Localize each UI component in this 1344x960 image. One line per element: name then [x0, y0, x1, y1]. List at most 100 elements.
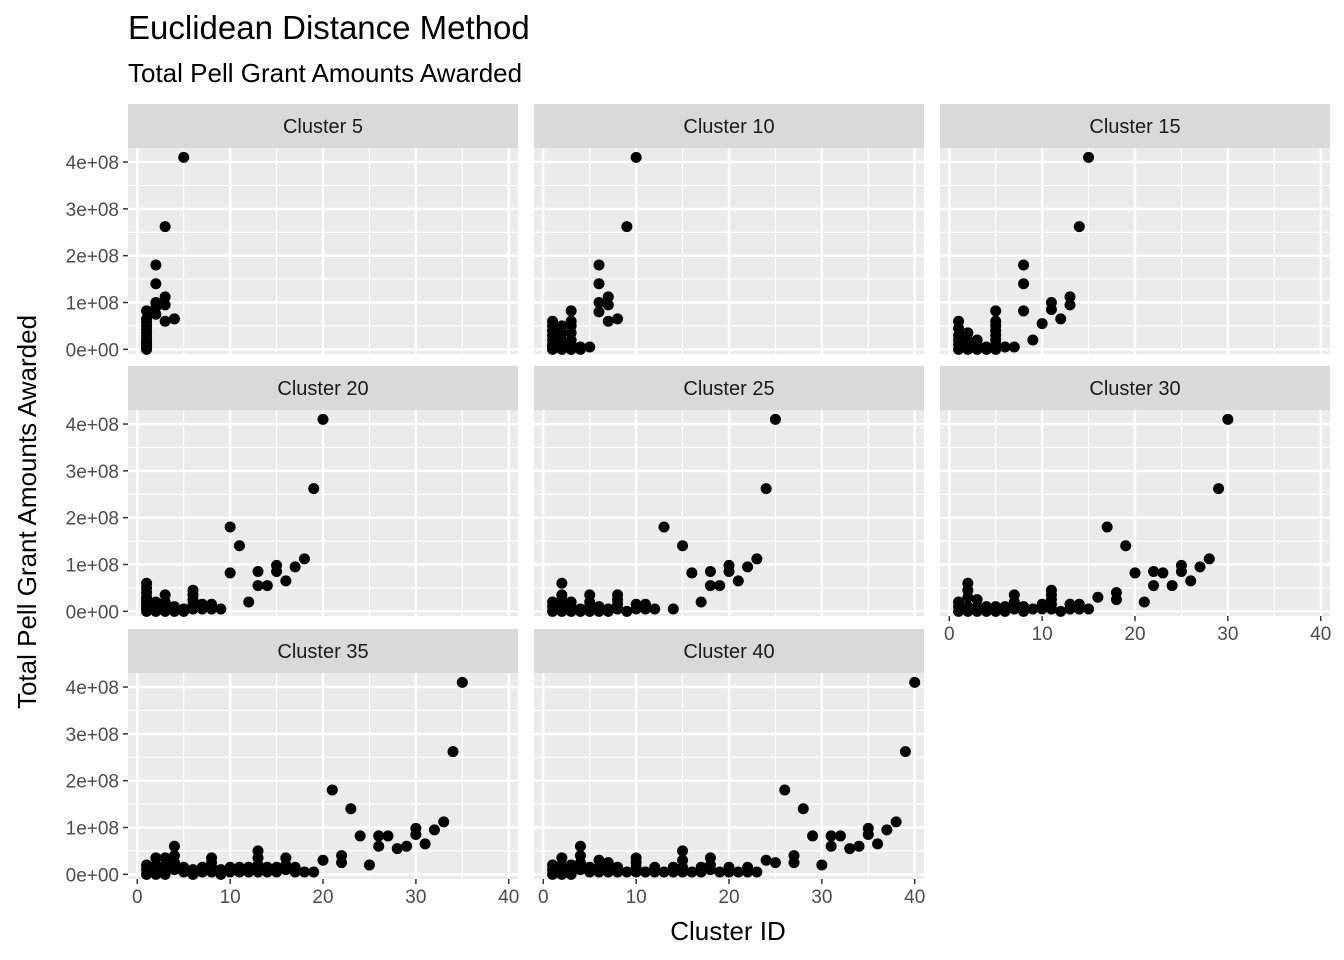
data-point	[584, 589, 596, 601]
facet-strip-label: Cluster 40	[683, 641, 774, 663]
data-point	[298, 866, 310, 878]
y-tick-label: 1e+08	[66, 556, 119, 577]
data-point	[1120, 540, 1132, 552]
data-point	[686, 866, 698, 878]
data-point	[621, 221, 633, 233]
data-point	[825, 830, 837, 842]
data-point	[345, 803, 357, 815]
data-point	[141, 313, 153, 325]
data-point	[899, 746, 911, 758]
data-point	[150, 278, 162, 290]
data-point	[382, 830, 394, 842]
data-point	[1055, 605, 1067, 617]
data-point	[584, 861, 596, 873]
x-tick-label: 40	[1310, 624, 1331, 645]
data-point	[159, 589, 171, 601]
x-tick-label: 30	[1217, 624, 1238, 645]
y-tick-label: 4e+08	[66, 153, 119, 174]
x-tick-label: 0	[944, 624, 955, 645]
data-point	[317, 413, 329, 425]
data-point	[187, 864, 199, 876]
data-point	[280, 852, 292, 864]
data-point	[243, 596, 255, 608]
data-point	[704, 580, 716, 592]
data-point	[168, 601, 180, 613]
data-point	[1083, 603, 1095, 615]
facet-strip	[534, 104, 924, 148]
data-point	[150, 259, 162, 271]
data-point	[1129, 567, 1141, 579]
data-point	[825, 840, 837, 852]
data-point	[261, 580, 273, 592]
data-point	[890, 816, 902, 828]
data-point	[168, 840, 180, 852]
data-point	[141, 859, 153, 871]
data-point	[1008, 341, 1020, 353]
data-point	[630, 598, 642, 610]
data-point	[574, 341, 586, 353]
data-point	[990, 601, 1002, 613]
data-point	[1008, 589, 1020, 601]
data-point	[797, 803, 809, 815]
data-point	[178, 603, 190, 615]
data-point	[556, 852, 568, 864]
data-point	[354, 830, 366, 842]
data-point	[565, 596, 577, 608]
data-point	[1018, 278, 1030, 290]
data-point	[990, 305, 1002, 317]
data-point	[872, 838, 884, 850]
data-point	[667, 861, 679, 873]
data-point	[639, 598, 651, 610]
data-point	[326, 784, 338, 796]
data-point	[1036, 318, 1048, 330]
data-point	[1073, 221, 1085, 233]
data-point	[971, 334, 983, 346]
data-point	[723, 559, 735, 571]
data-point	[1185, 575, 1197, 587]
data-point	[556, 577, 568, 589]
data-point	[556, 320, 568, 332]
data-point	[206, 598, 218, 610]
data-point	[816, 859, 828, 871]
data-point	[159, 315, 171, 327]
x-tick-label: 20	[312, 887, 333, 908]
data-point	[168, 850, 180, 862]
data-point	[1064, 598, 1076, 610]
data-point	[1083, 151, 1095, 163]
data-point	[178, 861, 190, 873]
facet-strip	[940, 366, 1330, 410]
data-point	[419, 838, 431, 850]
data-point	[630, 151, 642, 163]
facet-grid: Cluster 50e+001e+082e+083e+084e+08Cluste…	[66, 104, 1331, 908]
data-point	[252, 845, 264, 857]
data-point	[196, 598, 208, 610]
data-point	[187, 584, 199, 596]
y-tick-label: 4e+08	[66, 415, 119, 436]
chart-title: Euclidean Distance Method	[128, 9, 530, 46]
data-point	[980, 601, 992, 613]
data-point	[1222, 413, 1234, 425]
data-point	[962, 327, 974, 339]
data-point	[1092, 591, 1104, 603]
data-point	[621, 605, 633, 617]
data-point	[658, 521, 670, 533]
data-point	[317, 854, 329, 866]
data-point	[667, 603, 679, 615]
facet-strip	[128, 629, 518, 673]
y-axis-title: Total Pell Grant Amounts Awarded	[12, 315, 42, 709]
data-point	[999, 601, 1011, 613]
data-point	[1018, 259, 1030, 271]
data-point	[1045, 584, 1057, 596]
data-point	[593, 601, 605, 613]
facet-panel: Cluster 10	[534, 104, 924, 355]
x-tick-label: 20	[1124, 624, 1145, 645]
facet-panel: Cluster 35 0e+00 1e+08 2e+08 3e+08 4e+08 0 10 20…	[66, 629, 519, 908]
data-point	[584, 341, 596, 353]
facet-strip-label: Cluster 25	[683, 378, 774, 400]
data-point	[556, 589, 568, 601]
data-point	[1073, 598, 1085, 610]
facet-panel: Cluster 30 0 10 20 30 40	[940, 366, 1331, 645]
data-point	[677, 845, 689, 857]
data-point	[206, 852, 218, 864]
data-point	[298, 553, 310, 565]
